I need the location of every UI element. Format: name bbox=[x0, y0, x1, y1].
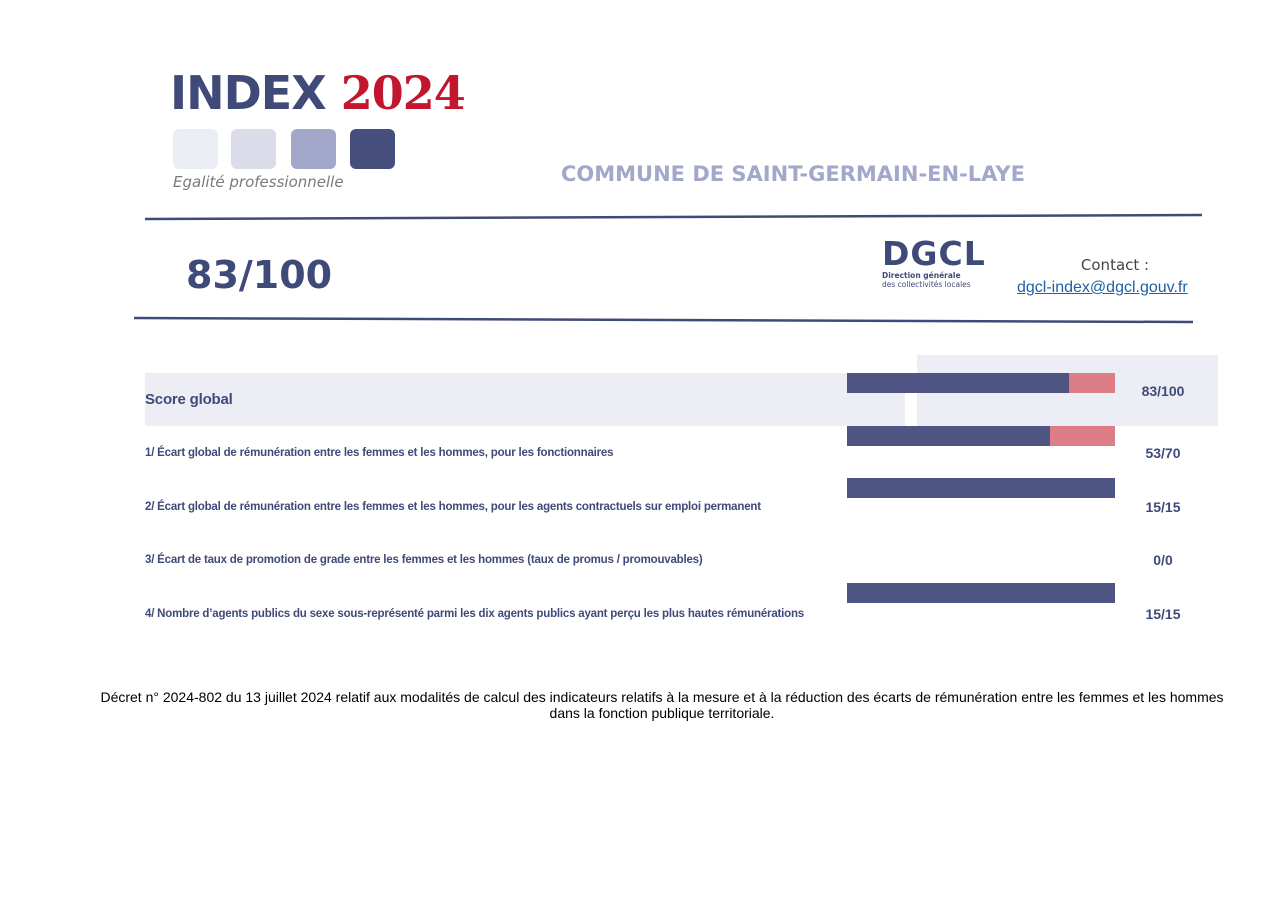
bar-points-obtained bbox=[847, 478, 1115, 498]
indicator-value: 15/15 bbox=[1145, 606, 1181, 622]
footnote-line-2: dans la fonction publique territoriale. bbox=[549, 705, 775, 721]
logo-square-1 bbox=[173, 129, 218, 169]
dgcl-subtitle-line-2: des collectivités locales bbox=[882, 280, 971, 289]
bar-points-obtained bbox=[847, 426, 1050, 446]
logo-tagline: Egalité professionnelle bbox=[173, 173, 344, 191]
bar-points-obtained bbox=[847, 583, 1115, 603]
dgcl-subtitle-line-1: Direction générale bbox=[882, 271, 961, 280]
commune-name: COMMUNE DE SAINT-GERMAIN-EN-LAYE bbox=[561, 162, 1025, 186]
bar-points-obtained bbox=[847, 373, 1069, 393]
dgcl-logo: DGCL bbox=[882, 234, 986, 273]
logo-square-4 bbox=[350, 129, 395, 169]
indicator-value: 15/15 bbox=[1145, 499, 1181, 515]
divider-bottom bbox=[133, 316, 1194, 324]
logo-square-3 bbox=[291, 129, 336, 169]
indicator-label: 1/ Écart global de rémunération entre le… bbox=[145, 447, 614, 459]
global-score: 83/100 bbox=[186, 253, 333, 297]
footnote-line-1: Décret n° 2024-802 du 13 juillet 2024 re… bbox=[100, 689, 1224, 705]
indicator-value: 83/100 bbox=[1141, 383, 1185, 399]
bar-points-lost bbox=[1050, 426, 1115, 446]
score-global-band bbox=[145, 373, 905, 426]
indicator-label: 4/ Nombre d’agents publics du sexe sous-… bbox=[145, 608, 804, 620]
contact-label: Contact : bbox=[1080, 256, 1150, 274]
divider-top bbox=[144, 213, 1203, 221]
indicator-label: Score global bbox=[145, 391, 233, 408]
bar-points-lost bbox=[1069, 373, 1115, 393]
indicator-value: 0/0 bbox=[1153, 552, 1173, 568]
dgcl-logo-subtitle: Direction générale des collectivités loca… bbox=[882, 271, 971, 289]
logo-year: 2024 bbox=[340, 66, 466, 120]
index-logo: INDEX 2024 bbox=[170, 66, 466, 120]
logo-square-2 bbox=[231, 129, 276, 169]
indicator-label: 3/ Écart de taux de promotion de grade e… bbox=[145, 554, 703, 566]
decree-footnote: Décret n° 2024-802 du 13 juillet 2024 re… bbox=[100, 689, 1224, 721]
contact-email-link[interactable]: dgcl-index@dgcl.gouv.fr bbox=[1017, 279, 1188, 296]
indicator-label: 2/ Écart global de rémunération entre le… bbox=[145, 501, 761, 513]
logo-title: INDEX bbox=[170, 66, 327, 120]
indicator-value: 53/70 bbox=[1145, 445, 1181, 461]
